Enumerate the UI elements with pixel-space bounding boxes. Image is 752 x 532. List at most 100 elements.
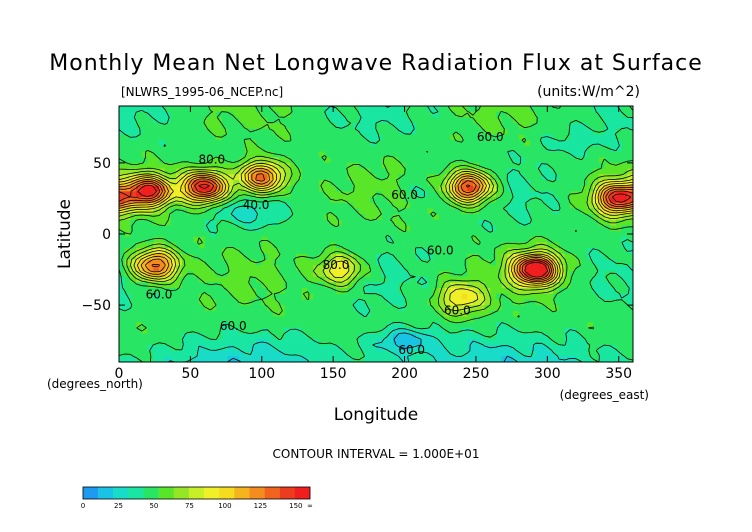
heatmap-cell <box>353 270 360 278</box>
heatmap-cell <box>427 236 434 243</box>
heatmap-cell <box>318 327 325 334</box>
heatmap-cell <box>404 322 411 329</box>
heatmap-cell <box>478 128 485 135</box>
heatmap-cell <box>370 242 377 249</box>
heatmap-cell <box>330 265 337 272</box>
heatmap-cell <box>290 288 297 295</box>
heatmap-cell <box>221 293 228 300</box>
heatmap-cell <box>261 219 268 226</box>
heatmap-cell <box>484 305 491 312</box>
heatmap-cell <box>318 219 325 226</box>
heatmap-cell <box>193 270 200 278</box>
heatmap-cell <box>198 333 206 340</box>
heatmap-cell <box>581 253 588 260</box>
heatmap-cell <box>575 219 582 226</box>
heatmap-cell <box>141 293 148 300</box>
heatmap-cell <box>256 293 263 300</box>
heatmap-cell <box>387 123 394 130</box>
heatmap-cell <box>610 305 617 312</box>
heatmap-cell <box>455 179 463 187</box>
heatmap-cell <box>198 202 206 209</box>
heatmap-cell <box>393 128 400 135</box>
heatmap-cell <box>176 106 183 113</box>
heatmap-cell <box>547 111 554 118</box>
heatmap-cell <box>210 151 217 158</box>
heatmap-cell <box>501 140 508 147</box>
heatmap-cell <box>301 310 308 317</box>
x-axis-label: Longitude <box>334 405 419 425</box>
heatmap-cell <box>604 282 611 289</box>
heatmap-cell <box>467 265 474 272</box>
heatmap-cell <box>376 145 383 152</box>
heatmap-cell <box>615 219 622 226</box>
heatmap-cell <box>541 242 548 249</box>
heatmap-cell <box>341 111 348 118</box>
heatmap-cell <box>593 168 600 175</box>
heatmap-cell <box>553 191 560 198</box>
heatmap-cell <box>587 322 594 329</box>
heatmap-cell <box>198 111 206 118</box>
heatmap-cell <box>427 225 434 232</box>
heatmap-cell <box>421 356 428 362</box>
heatmap-cell <box>444 276 451 283</box>
heatmap-cell <box>267 248 274 255</box>
heatmap-cell <box>181 310 188 317</box>
heatmap-cell <box>621 288 628 295</box>
heatmap-cell <box>250 208 257 215</box>
heatmap-cell <box>593 248 600 255</box>
heatmap-cell <box>347 236 354 243</box>
heatmap-cell <box>415 134 423 141</box>
heatmap-cell <box>478 293 485 300</box>
heatmap-cell <box>153 191 160 198</box>
heatmap-cell <box>524 310 531 317</box>
heatmap-cell <box>621 276 628 283</box>
heatmap-cell <box>524 191 531 198</box>
heatmap-cell <box>598 174 605 181</box>
heatmap-cell <box>524 106 531 113</box>
heatmap-cell <box>450 231 457 238</box>
heatmap-cell <box>204 151 211 158</box>
heatmap-cell <box>273 248 280 255</box>
heatmap-cell <box>278 111 286 118</box>
heatmap-cell <box>450 219 457 226</box>
heatmap-cell <box>570 174 577 181</box>
heatmap-cell <box>501 208 508 215</box>
heatmap-cell <box>170 270 177 278</box>
heatmap-cell <box>610 293 617 300</box>
heatmap-cell <box>267 356 274 362</box>
heatmap-cell <box>461 242 468 249</box>
heatmap-cell <box>530 123 537 130</box>
heatmap-cell <box>627 276 633 283</box>
heatmap-cell <box>267 168 274 175</box>
heatmap-cell <box>221 259 228 266</box>
heatmap-cell <box>181 111 188 118</box>
heatmap-cell <box>575 168 582 175</box>
heatmap-cell <box>433 276 440 283</box>
heatmap-cell <box>581 305 588 312</box>
heatmap-cell <box>376 111 383 118</box>
heatmap-cell <box>158 339 166 346</box>
heatmap-cell <box>524 339 531 346</box>
heatmap-cell <box>124 197 131 204</box>
heatmap-cell <box>507 356 514 362</box>
heatmap-cell <box>244 344 251 352</box>
heatmap-cell <box>421 179 428 187</box>
heatmap-cell <box>136 145 143 152</box>
heatmap-cell <box>261 288 268 295</box>
heatmap-cell <box>164 242 171 249</box>
heatmap-cell <box>330 128 337 135</box>
heatmap-cell <box>553 145 560 152</box>
heatmap-cell <box>438 282 445 289</box>
heatmap-cell <box>627 322 633 329</box>
heatmap-cell <box>393 162 400 169</box>
heatmap-cell <box>358 123 365 130</box>
heatmap-cell <box>444 197 451 204</box>
heatmap-cell <box>581 197 588 204</box>
heatmap-cell <box>250 344 257 352</box>
heatmap-cell <box>273 259 280 266</box>
heatmap-cell <box>627 288 633 295</box>
heatmap-cell <box>124 253 131 260</box>
heatmap-cell <box>336 219 343 226</box>
heatmap-cell <box>387 106 394 113</box>
heatmap-cell <box>398 276 405 283</box>
